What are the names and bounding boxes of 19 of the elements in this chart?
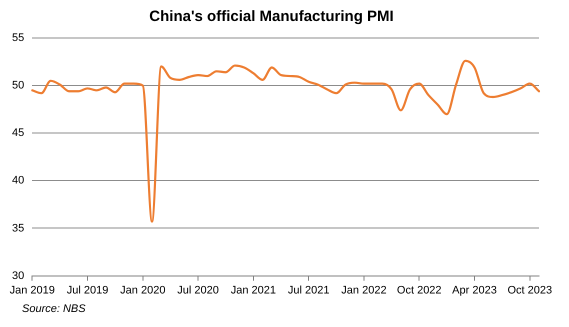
y-tick-label: 30 bbox=[12, 270, 24, 282]
x-tick-label: Jan 2021 bbox=[230, 284, 276, 296]
line-series bbox=[31, 60, 540, 223]
chart-title: China's official Manufacturing PMI bbox=[149, 8, 394, 26]
x-tick-label: Jan 2020 bbox=[120, 284, 166, 296]
source-note: Source: NBS bbox=[22, 303, 86, 315]
x-tick-label: Jul 2019 bbox=[66, 284, 108, 296]
y-tick-label: 40 bbox=[12, 174, 24, 187]
x-tick-label: Apr 2023 bbox=[452, 284, 497, 296]
y-tick-label: 45 bbox=[12, 127, 24, 140]
x-tick-label: Jan 2022 bbox=[341, 284, 387, 296]
y-tick-label: 35 bbox=[12, 222, 24, 234]
x-tick-label: Oct 2023 bbox=[507, 284, 552, 296]
x-tick-label: Jul 2021 bbox=[288, 284, 330, 296]
x-tick-label: Jul 2020 bbox=[177, 284, 219, 296]
x-tick-label: Jan 2019 bbox=[10, 284, 55, 296]
y-tick-label: 50 bbox=[12, 80, 24, 92]
y-tick-label: 55 bbox=[12, 32, 24, 44]
x-tick-label: Oct 2022 bbox=[396, 284, 442, 296]
